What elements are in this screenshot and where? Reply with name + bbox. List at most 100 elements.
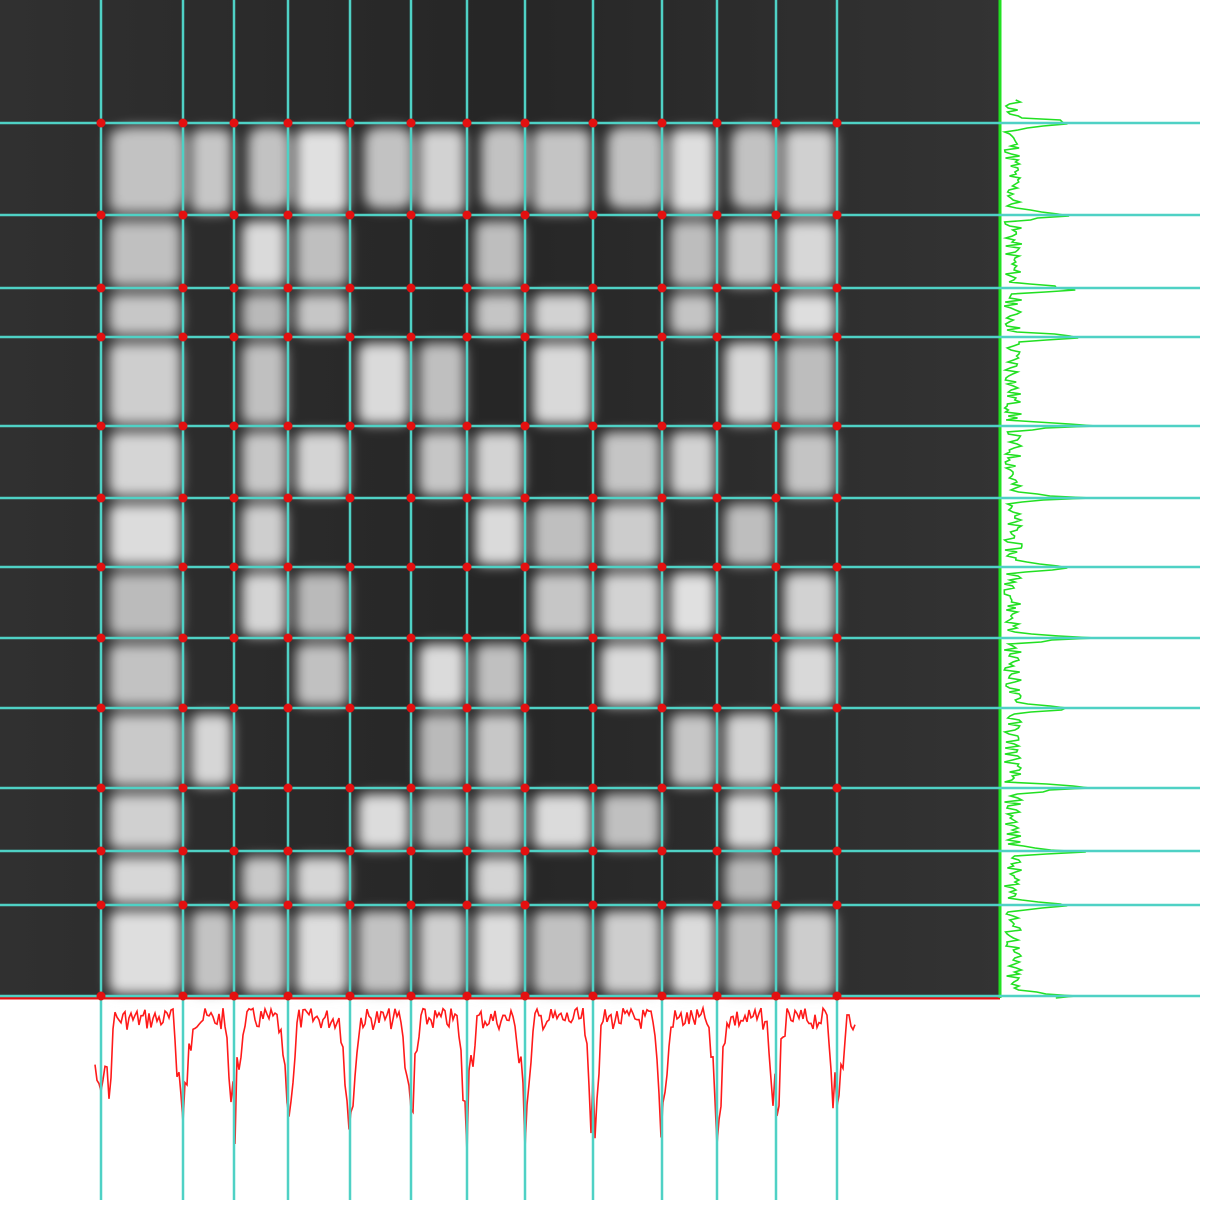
intersection-point: [832, 210, 842, 220]
intersection-point: [712, 283, 722, 293]
module-cell: [296, 911, 348, 994]
grid-lines: [0, 0, 1200, 1200]
intersection-point: [462, 332, 472, 342]
intersection-point: [406, 991, 416, 1001]
module-cells: [109, 127, 835, 994]
intersection-point: [229, 421, 239, 431]
module-cell: [475, 504, 523, 565]
intersection-point: [520, 118, 530, 128]
intersection-point: [657, 332, 667, 342]
intersection-point: [96, 900, 106, 910]
intersection-point: [406, 210, 416, 220]
module-cell: [784, 432, 835, 496]
intersection-point: [345, 210, 355, 220]
intersection-point: [96, 283, 106, 293]
intersection-point: [462, 991, 472, 1001]
intersection-point: [345, 493, 355, 503]
module-cell: [725, 794, 774, 849]
module-cell: [296, 294, 348, 335]
module-cell: [248, 127, 290, 209]
intersection-point: [283, 633, 293, 643]
module-cell: [242, 294, 286, 335]
intersection-point: [771, 210, 781, 220]
module-cell: [475, 221, 523, 286]
module-cell: [670, 221, 715, 286]
module-cell: [242, 343, 286, 424]
module-cell: [475, 714, 523, 786]
module-cell: [475, 644, 523, 706]
intersection-point: [283, 900, 293, 910]
intersection-point: [588, 118, 598, 128]
module-cell: [109, 221, 181, 286]
intersection-point: [229, 846, 239, 856]
module-cell: [242, 504, 286, 565]
intersection-point: [283, 991, 293, 1001]
module-cell: [475, 794, 523, 849]
module-cell: [475, 911, 523, 994]
intersection-point: [406, 783, 416, 793]
intersection-point: [712, 703, 722, 713]
module-cell: [533, 504, 591, 565]
intersection-point: [462, 846, 472, 856]
grid-intersections: [96, 118, 842, 1001]
module-cell: [670, 573, 715, 636]
intersection-point: [712, 991, 722, 1001]
intersection-point: [520, 783, 530, 793]
intersection-point: [588, 991, 598, 1001]
module-cell: [296, 573, 348, 636]
intersection-point: [588, 493, 598, 503]
intersection-point: [345, 783, 355, 793]
module-cell: [533, 911, 591, 994]
intersection-point: [462, 421, 472, 431]
intersection-point: [283, 493, 293, 503]
intersection-point: [588, 846, 598, 856]
intersection-point: [229, 332, 239, 342]
intersection-point: [520, 846, 530, 856]
module-cell: [109, 794, 181, 849]
module-cell: [109, 911, 181, 994]
module-cell: [419, 129, 465, 213]
intersection-point: [406, 118, 416, 128]
intersection-point: [178, 991, 188, 1001]
intersection-point: [712, 493, 722, 503]
intersection-point: [520, 332, 530, 342]
intersection-point: [406, 332, 416, 342]
intersection-point: [520, 900, 530, 910]
module-cell: [419, 714, 465, 786]
intersection-point: [96, 210, 106, 220]
intersection-point: [771, 633, 781, 643]
module-cell: [358, 794, 409, 849]
module-cell: [533, 343, 591, 424]
intersection-point: [771, 332, 781, 342]
intersection-point: [771, 703, 781, 713]
module-cell: [670, 294, 715, 335]
module-cell: [242, 857, 286, 903]
intersection-point: [712, 783, 722, 793]
module-cell: [725, 911, 774, 994]
intersection-point: [657, 633, 667, 643]
module-cell: [481, 127, 527, 209]
module-cell: [475, 857, 523, 903]
module-cell: [364, 127, 413, 209]
intersection-point: [657, 846, 667, 856]
intersection-point: [96, 703, 106, 713]
intersection-point: [345, 633, 355, 643]
intersection-point: [96, 633, 106, 643]
intersection-point: [771, 783, 781, 793]
module-cell: [475, 432, 523, 496]
intersection-point: [406, 493, 416, 503]
intersection-point: [229, 900, 239, 910]
module-cell: [109, 432, 181, 496]
intersection-point: [229, 493, 239, 503]
module-cell: [601, 573, 660, 636]
module-cell: [601, 794, 660, 849]
module-cell: [419, 794, 465, 849]
intersection-point: [345, 562, 355, 572]
intersection-point: [462, 493, 472, 503]
intersection-point: [345, 703, 355, 713]
intersection-point: [832, 703, 842, 713]
intersection-point: [520, 493, 530, 503]
module-cell: [419, 911, 465, 994]
intersection-point: [96, 783, 106, 793]
